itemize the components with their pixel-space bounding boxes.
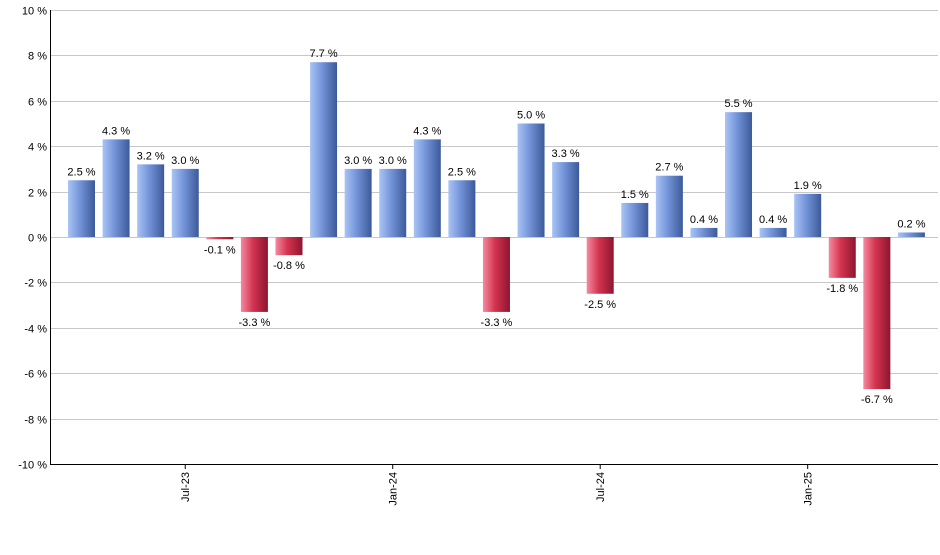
data-label: -2.5 % [584, 299, 616, 311]
x-tick-label: Jan-25 [803, 472, 815, 506]
data-label: -0.8 % [273, 260, 305, 272]
y-tick-label: 8 % [28, 51, 47, 63]
bar [863, 237, 891, 390]
data-label: 2.5 % [448, 166, 476, 178]
y-axis-tick-labels: 10 % 8 % 6 % 4 % 2 % 0 % -2 % -4 % -6 % -8 % -10 % [18, 6, 47, 472]
data-label: 3.0 % [379, 155, 407, 167]
bar [759, 227, 787, 237]
data-label: 1.9 % [794, 180, 822, 192]
bar [240, 237, 268, 312]
bar [794, 193, 822, 237]
y-tick-label: 0 % [28, 233, 47, 245]
data-label: 0.4 % [690, 214, 718, 226]
bar [621, 202, 649, 237]
bar [413, 139, 441, 237]
data-label: 4.3 % [102, 125, 130, 137]
bar [655, 175, 683, 237]
data-label: -6.7 % [861, 394, 893, 406]
y-tick-label: -6 % [24, 369, 47, 381]
data-label: 2.5 % [67, 166, 95, 178]
y-tick-label: -10 % [18, 460, 47, 472]
data-label: 5.0 % [517, 110, 545, 122]
x-tick-label: Jul-23 [180, 472, 192, 502]
data-labels: 2.5 % 4.3 % 3.2 % 3.0 % -0.1 % -3.3 % -0.8 % 7.… [67, 48, 925, 406]
bar [725, 112, 753, 237]
data-label: -3.3 % [239, 317, 271, 329]
y-tick-label: 2 % [28, 188, 47, 200]
data-label: -3.3 % [481, 317, 513, 329]
data-label: 4.3 % [413, 125, 441, 137]
bar [897, 232, 925, 237]
bar [171, 168, 199, 237]
y-tick-label: -8 % [24, 415, 47, 427]
data-label: 3.0 % [344, 155, 372, 167]
data-label: 3.2 % [137, 150, 165, 162]
axes [50, 10, 938, 465]
data-label: 0.2 % [897, 218, 925, 230]
bar [344, 168, 372, 237]
data-label: 3.0 % [171, 155, 199, 167]
bar [310, 62, 338, 238]
bar [206, 237, 234, 240]
bar [552, 162, 580, 237]
bar [517, 123, 545, 237]
x-axis-tick-labels: Jul-23 Jan-24 Jul-24 Jan-25 [180, 464, 815, 506]
y-tick-label: 10 % [22, 6, 47, 18]
bar [690, 227, 718, 237]
bar [448, 180, 476, 237]
bar [482, 237, 510, 312]
bar [828, 237, 856, 278]
bar [102, 139, 130, 237]
data-label: 3.3 % [552, 148, 580, 160]
y-tick-label: 4 % [28, 142, 47, 154]
y-tick-label: -4 % [24, 324, 47, 336]
bar [137, 164, 165, 237]
bar [68, 180, 95, 237]
y-tick-label: -2 % [24, 278, 47, 290]
x-tick-label: Jul-24 [595, 472, 607, 502]
data-label: 2.7 % [655, 162, 683, 174]
bars [68, 62, 925, 390]
data-label: 1.5 % [621, 189, 649, 201]
data-label: -0.1 % [204, 244, 236, 256]
data-label: -1.8 % [826, 283, 858, 295]
data-label: 7.7 % [309, 48, 337, 60]
data-label: 0.4 % [759, 214, 787, 226]
bar [275, 237, 303, 256]
x-tick-label: Jan-24 [388, 472, 400, 506]
y-tick-label: 6 % [28, 97, 47, 109]
bar [379, 168, 407, 237]
data-label: 5.5 % [724, 98, 752, 110]
bar [586, 237, 614, 294]
